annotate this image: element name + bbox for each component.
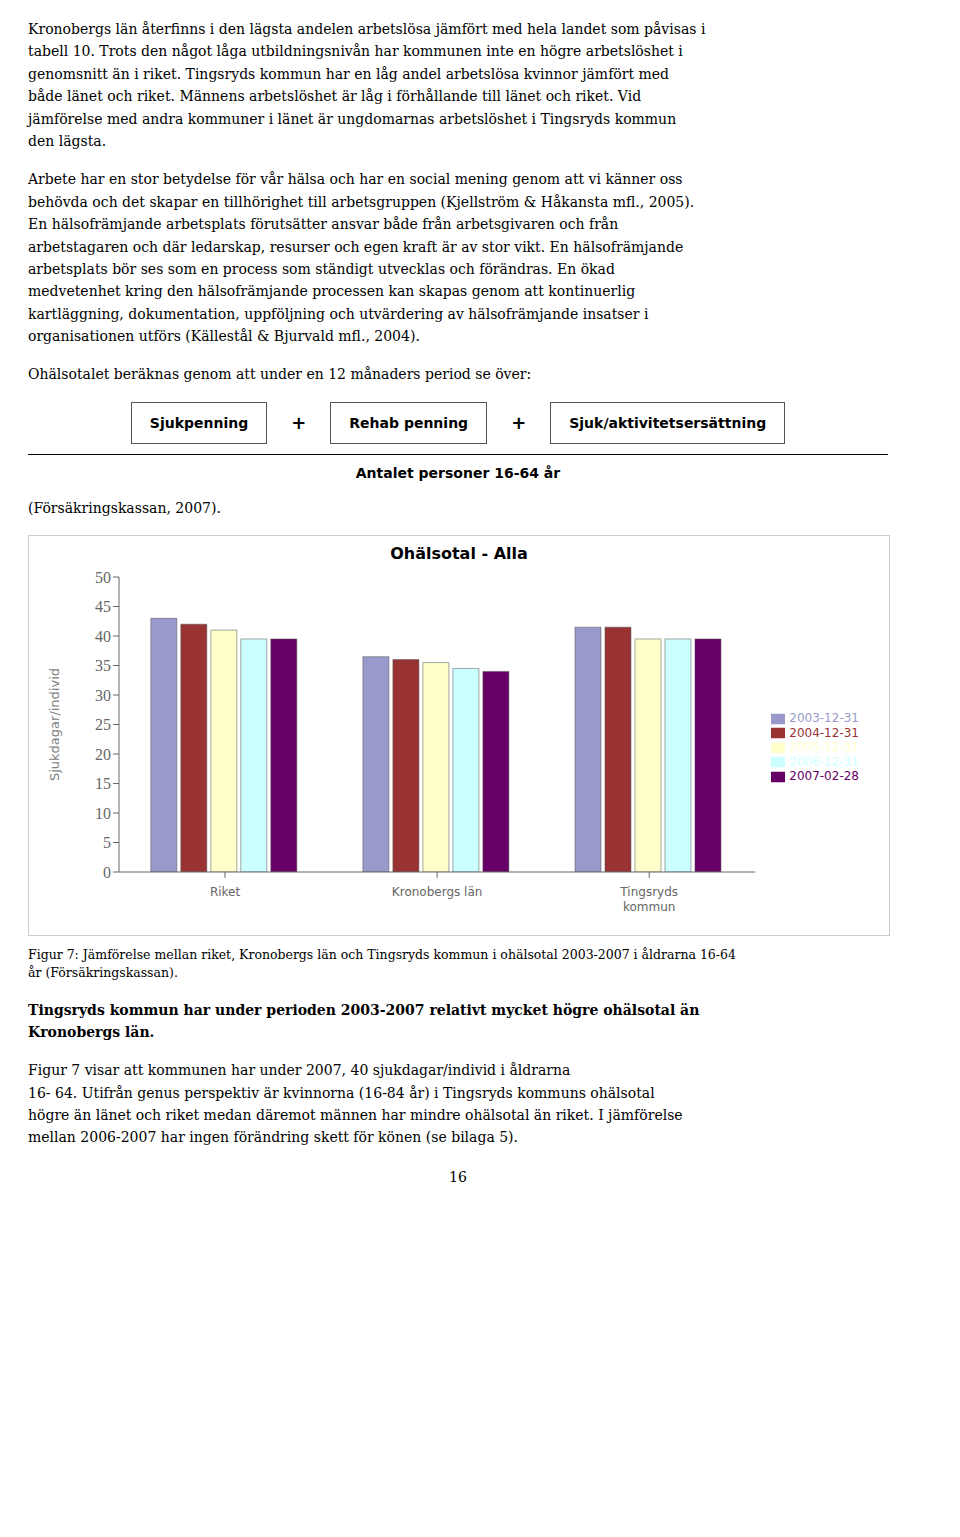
svg-text:10: 10	[95, 805, 111, 822]
svg-text:20: 20	[95, 746, 111, 763]
svg-text:Tingsrydskommun: Tingsrydskommun	[619, 885, 678, 914]
html-text:Tingsryds kommun har under per: Tingsryds kommun har under perioden 2003…	[28, 1001, 700, 1040]
html-text:2006-12-31: 2006-12-31	[789, 754, 859, 769]
html-text:2007-02-28: 2007-02-28	[789, 769, 859, 783]
html-text:2003-12-31: 2003-12-31	[789, 711, 859, 725]
svg-text:35: 35	[95, 657, 111, 674]
svg-text:0: 0	[103, 864, 111, 881]
html-text:Kronobergs län återfinns i den: Kronobergs län återfinns i den lägsta an…	[28, 21, 706, 149]
html-text:2004-12-31: 2004-12-31	[789, 725, 859, 740]
html-text:Figur 7 visar att kommunen har: Figur 7 visar att kommunen har under 200…	[28, 1062, 683, 1146]
html-text:Rehab penning: Rehab penning	[349, 414, 469, 431]
svg-text:40: 40	[95, 628, 111, 645]
html-text:Figur 7: Jämförelse mellan rik: Figur 7: Jämförelse mellan riket, Kronob…	[28, 947, 736, 981]
svg-text:5: 5	[103, 834, 111, 851]
html-text:Ohälsotalet beräknas genom att: Ohälsotalet beräknas genom att under en …	[28, 366, 532, 383]
html-text:Antalet personer 16-64 år: Antalet personer 16-64 år	[355, 464, 561, 481]
svg-text:30: 30	[95, 687, 111, 704]
svg-text:Kronobergs län: Kronobergs län	[392, 885, 483, 899]
html-text:(Försäkringskassan, 2007).: (Försäkringskassan, 2007).	[28, 499, 221, 516]
html-text:Sjuk/aktivitetsersättning: Sjuk/aktivitetsersättning	[569, 414, 767, 431]
svg-text:Riket: Riket	[210, 885, 241, 899]
svg-text:50: 50	[95, 569, 111, 586]
html-text:2005-12-31: 2005-12-31	[789, 740, 859, 754]
html-text:Sjukpenning: Sjukpenning	[149, 414, 249, 431]
html-text:16: 16	[449, 1168, 467, 1185]
html-text:Arbete har en stor betydelse f: Arbete har en stor betydelse för vår häl…	[28, 171, 695, 345]
svg-text:Sjukdagar/individ: Sjukdagar/individ	[47, 668, 62, 781]
svg-text:25: 25	[95, 716, 111, 733]
svg-text:45: 45	[95, 598, 111, 615]
html-text:Ohälsotal - Alla: Ohälsotal - Alla	[390, 544, 528, 564]
svg-text:15: 15	[95, 775, 111, 792]
